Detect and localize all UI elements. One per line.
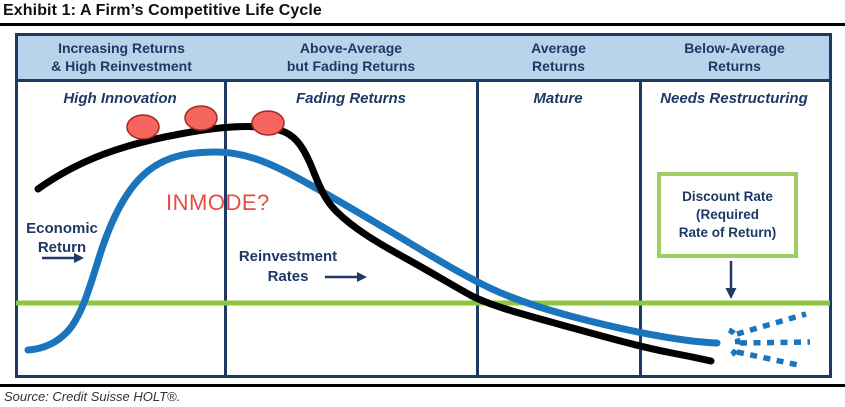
phase-header-increasing-returns: Increasing Returns & High Reinvestment [51, 40, 192, 74]
phase-sublabel-mature: Mature [533, 90, 583, 107]
phase-divider-2 [476, 81, 479, 375]
title-underline [0, 23, 845, 26]
phase-header-average-returns: Average Returns [531, 40, 586, 74]
reinvestment-rates-label: Reinvestment Rates [238, 248, 338, 285]
phase-header-below-average-returns: Below-Average Returns [684, 40, 785, 74]
phase-divider-1 [224, 81, 227, 375]
phase-header-band: Increasing Returns & High Reinvestment A… [18, 36, 829, 82]
phase-sublabel-needs-restructuring: Needs Restructuring [660, 90, 808, 107]
phase-divider-3 [639, 81, 642, 375]
phase-sublabel-fading-returns: Fading Returns [295, 90, 407, 107]
phase-sublabel-high-innovation: High Innovation [63, 90, 177, 107]
bottom-separator-line [0, 384, 845, 387]
source-attribution: Source: Credit Suisse HOLT®. [4, 389, 181, 404]
economic-return-label: Economic Return [26, 220, 98, 256]
exhibit-title: Exhibit 1: A Firm’s Competitive Life Cyc… [3, 2, 322, 19]
phase-header-fading-returns: Above-Average but Fading Returns [286, 40, 416, 74]
discount-rate-callout-box: Discount Rate (Required Rate of Return) [657, 172, 798, 258]
inmode-annotation: INMODE? [166, 190, 270, 215]
